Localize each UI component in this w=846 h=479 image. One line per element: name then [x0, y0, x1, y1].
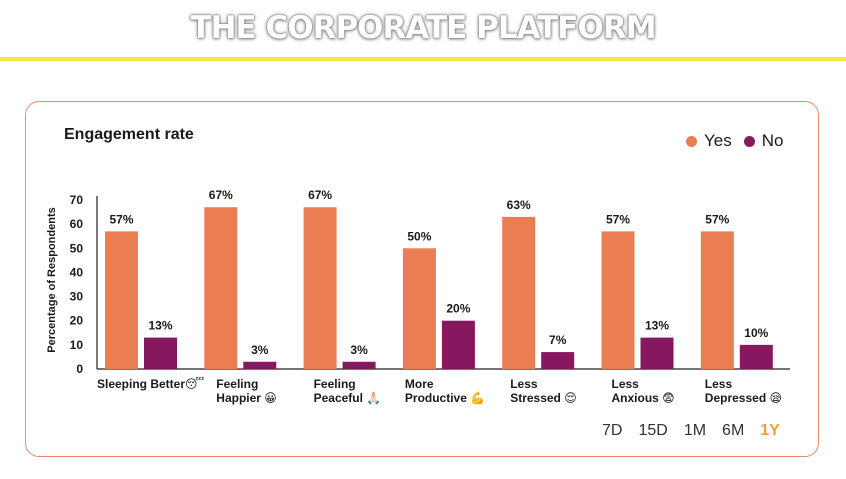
bar-no-5 [640, 337, 674, 369]
x-tick-label-1: Feeling Happier 😀 [216, 377, 277, 405]
bar-yes-2 [303, 207, 337, 369]
data-label-yes-3: 50% [407, 229, 431, 243]
data-label-no-6: 10% [744, 326, 768, 340]
bar-no-2 [342, 361, 376, 369]
y-tick-label: 40 [70, 265, 84, 279]
legend-item-yes: Yes [686, 131, 732, 151]
bar-yes-0 [105, 231, 138, 369]
bar-yes-6 [700, 231, 734, 369]
bar-yes-3 [402, 248, 436, 369]
range-button-1y[interactable]: 1Y [760, 422, 780, 439]
bar-no-6 [739, 344, 773, 369]
data-label-no-5: 13% [645, 319, 669, 333]
data-label-yes-0: 57% [109, 212, 133, 226]
bar-yes-4 [502, 216, 536, 369]
bar-yes-5 [601, 231, 635, 369]
data-label-no-3: 20% [446, 302, 470, 316]
legend-swatch-no [743, 135, 755, 147]
y-tick-label: 20 [70, 314, 84, 328]
range-button-6m[interactable]: 6M [722, 422, 745, 439]
range-button-15d[interactable]: 15D [638, 422, 668, 439]
x-tick-label-4: Less Stressed 😌 [510, 377, 577, 405]
bar-no-3 [441, 320, 475, 369]
y-tick-label: 70 [70, 193, 84, 207]
chart-title: Engagement rate [64, 126, 194, 143]
x-tick-label-3: More Productive 💪 [404, 377, 486, 405]
time-range-selector: 7D 15D 1M 6M 1Y [602, 422, 796, 440]
bar-no-1 [243, 361, 277, 369]
data-label-no-2: 3% [350, 343, 368, 357]
data-label-no-1: 3% [251, 343, 269, 357]
data-label-no-0: 13% [148, 319, 172, 333]
range-button-7d[interactable]: 7D [602, 422, 623, 439]
x-tick-label-6: Less Depressed 😪 [704, 377, 783, 405]
data-label-yes-2: 67% [308, 188, 332, 202]
y-tick-label: 0 [76, 362, 83, 376]
platform-title: THE CORPORATE PLATFORM [190, 10, 656, 46]
bar-no-4 [541, 352, 575, 369]
x-tick-label-0: Sleeping Better😴 [97, 377, 205, 391]
range-button-1m[interactable]: 1M [683, 422, 707, 439]
bar-no-0 [144, 337, 177, 369]
legend-item-no: No [743, 131, 784, 151]
data-label-no-4: 7% [549, 333, 567, 347]
y-tick-label: 10 [70, 338, 84, 352]
legend-label-no: No [761, 131, 784, 150]
legend-swatch-yes [686, 135, 697, 147]
data-label-yes-5: 57% [606, 212, 630, 226]
chart-legend: Yes No [686, 131, 795, 151]
data-label-yes-1: 67% [209, 188, 233, 202]
legend-label-yes: Yes [704, 131, 732, 150]
x-tick-label-2: Feeling Peaceful 🙏🏻 [313, 377, 382, 405]
bar-yes-1 [204, 207, 238, 369]
header-divider [0, 57, 846, 61]
data-label-yes-6: 57% [705, 212, 729, 226]
y-tick-label: 50 [70, 241, 84, 255]
data-label-yes-4: 63% [507, 198, 531, 212]
y-tick-label: 60 [70, 217, 84, 231]
y-tick-label: 30 [70, 290, 84, 304]
x-tick-label-5: Less Anxious 😨 [611, 377, 675, 405]
